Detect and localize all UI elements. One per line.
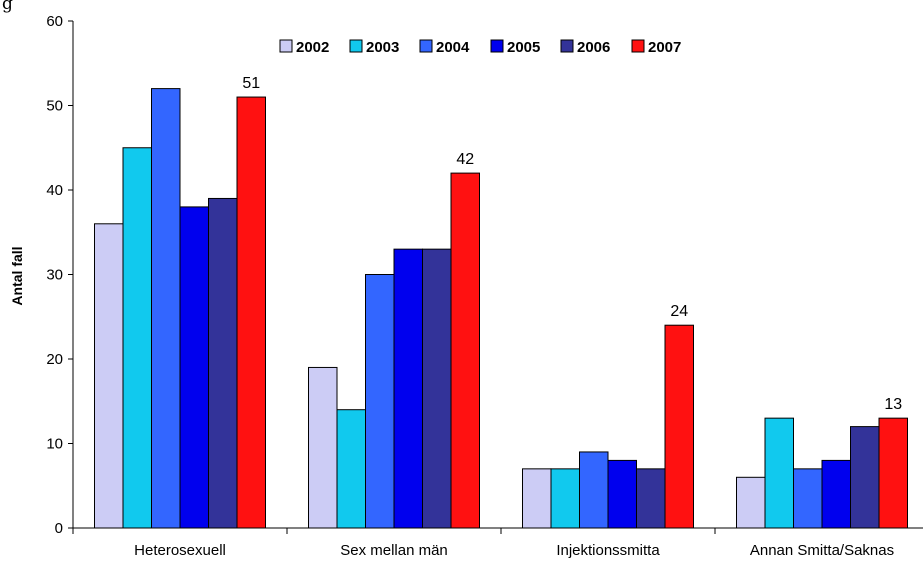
y-tick-label: 20 <box>46 351 63 368</box>
bar-2005 <box>393 248 423 529</box>
bar-2002 <box>308 366 338 529</box>
bar-2005 <box>821 459 851 529</box>
legend-swatch-2002 <box>279 39 293 53</box>
y-tick-label: 0 <box>55 520 63 537</box>
legend-swatch-2006 <box>560 39 574 53</box>
chart-title-fragment: g <box>2 0 13 14</box>
y-tick-label: 60 <box>46 13 63 30</box>
bar-2005 <box>607 459 637 529</box>
legend-swatch-2004 <box>419 39 433 53</box>
data-label: 42 <box>456 151 474 168</box>
y-tick-label: 10 <box>46 436 63 453</box>
x-tick-label: Heterosexuell <box>134 542 226 559</box>
x-axis: Heterosexuell Sex mellan män Injektionssmi… <box>72 527 923 559</box>
bar-2002 <box>522 468 552 529</box>
bar-2004 <box>365 274 395 529</box>
y-tick-label: 40 <box>46 182 63 199</box>
bar-2007 <box>664 324 694 529</box>
bar-2002 <box>736 476 766 529</box>
legend: 2002 2003 2004 2005 2006 2007 <box>279 39 681 56</box>
bars <box>94 88 908 529</box>
bar-2006 <box>422 248 452 529</box>
bar-2003 <box>550 468 580 529</box>
legend-label-2005: 2005 <box>507 39 540 56</box>
bar-2006 <box>208 197 238 529</box>
legend-label-2004: 2004 <box>436 39 470 56</box>
bar-2007 <box>450 172 480 529</box>
legend-swatch-2003 <box>349 39 363 53</box>
bar-2004 <box>793 468 823 529</box>
bar-2007 <box>878 417 908 529</box>
bar-2004 <box>579 451 609 529</box>
legend-label-2006: 2006 <box>577 39 610 56</box>
bar-2006 <box>636 468 666 529</box>
bar-2004 <box>151 88 181 529</box>
data-label: 51 <box>242 75 260 92</box>
bar-2002 <box>94 223 124 529</box>
bar-2006 <box>850 426 880 529</box>
data-label: 24 <box>670 303 688 320</box>
y-axis-label: Antal fall <box>9 246 25 305</box>
bar-2003 <box>336 409 366 529</box>
legend-swatch-2007 <box>631 39 645 53</box>
y-axis: 0 10 20 30 40 50 60 <box>46 13 74 537</box>
bar-2003 <box>764 417 794 529</box>
x-tick-label: Sex mellan män <box>340 542 448 559</box>
x-tick-label: Annan Smitta/Saknas <box>750 542 894 559</box>
bar-2005 <box>179 206 209 529</box>
legend-swatch-2005 <box>490 39 504 53</box>
data-label: 13 <box>884 396 902 413</box>
legend-label-2003: 2003 <box>366 39 399 56</box>
y-tick-label: 50 <box>46 98 63 115</box>
data-labels: 51 42 24 13 <box>242 75 902 413</box>
legend-label-2007: 2007 <box>648 39 681 56</box>
bar-2007 <box>236 96 266 529</box>
bar-2003 <box>122 147 152 529</box>
legend-label-2002: 2002 <box>296 39 329 56</box>
y-tick-label: 30 <box>46 267 63 284</box>
x-tick-label: Injektionssmitta <box>556 542 660 559</box>
